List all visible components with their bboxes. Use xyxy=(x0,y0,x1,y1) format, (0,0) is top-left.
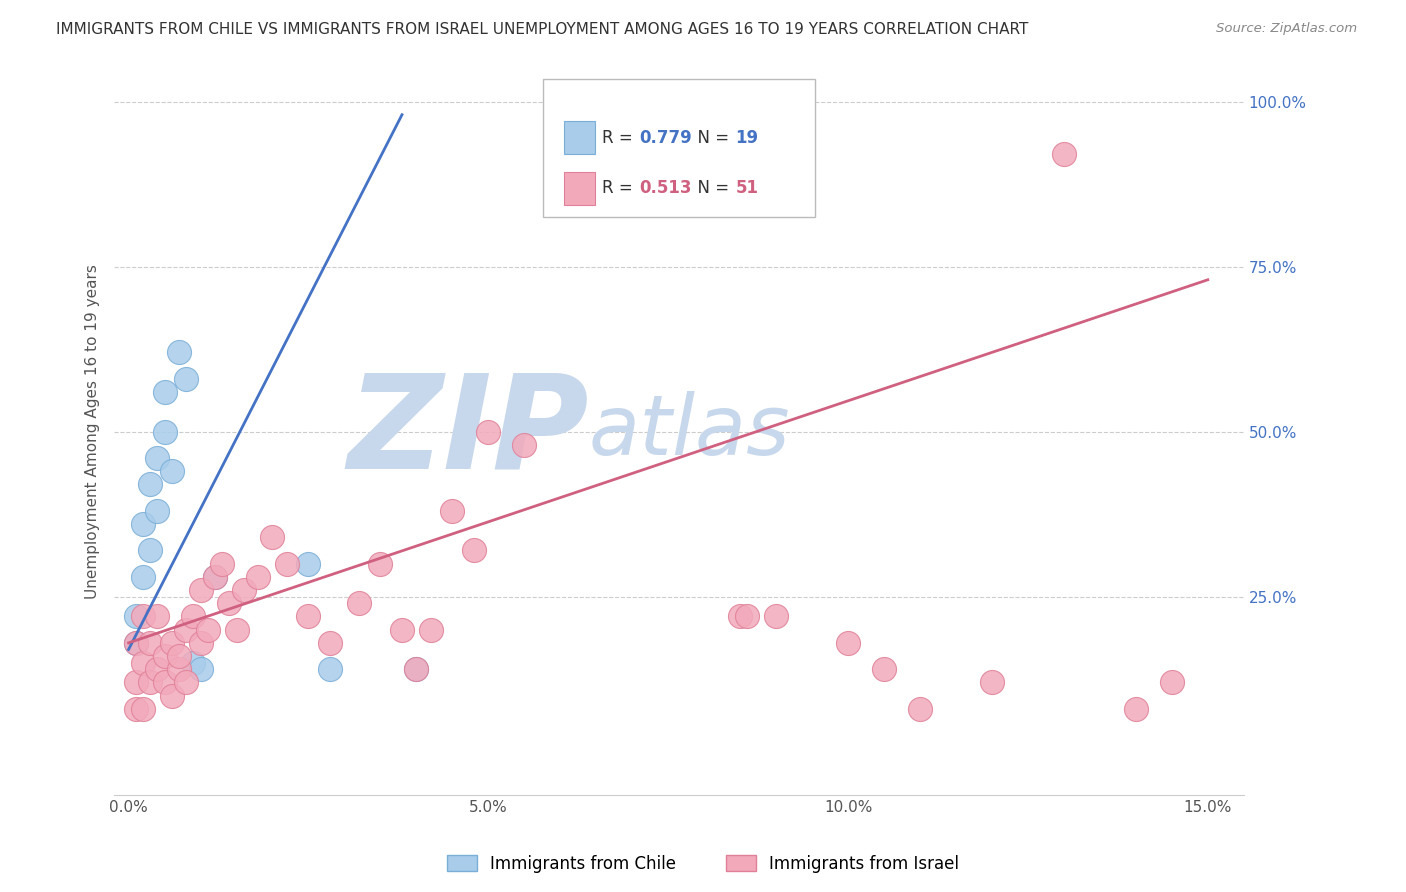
Point xyxy=(232,582,254,597)
Point xyxy=(174,623,197,637)
Point xyxy=(132,609,155,624)
Point xyxy=(1160,675,1182,690)
Point xyxy=(125,675,148,690)
Point xyxy=(125,609,148,624)
Point xyxy=(139,675,162,690)
Point xyxy=(132,702,155,716)
Point xyxy=(132,570,155,584)
Point xyxy=(441,504,464,518)
Bar xyxy=(564,121,595,153)
Point xyxy=(125,702,148,716)
Point xyxy=(347,596,370,610)
FancyBboxPatch shape xyxy=(544,79,814,218)
Point xyxy=(419,623,441,637)
Point xyxy=(204,570,226,584)
Point xyxy=(405,662,427,676)
Point xyxy=(908,702,931,716)
Point xyxy=(737,609,759,624)
Point xyxy=(370,557,392,571)
Point xyxy=(160,689,183,703)
Text: ZIP: ZIP xyxy=(347,368,589,495)
Point xyxy=(276,557,298,571)
Point xyxy=(160,464,183,478)
Point xyxy=(139,543,162,558)
Point xyxy=(146,609,169,624)
Point xyxy=(153,675,176,690)
Point xyxy=(174,675,197,690)
Point xyxy=(297,557,319,571)
Text: 0.779: 0.779 xyxy=(640,128,692,146)
Point xyxy=(247,570,270,584)
Point xyxy=(513,438,536,452)
Text: atlas: atlas xyxy=(589,391,790,472)
Point xyxy=(139,477,162,491)
Point xyxy=(160,636,183,650)
Point xyxy=(262,530,284,544)
Point xyxy=(125,636,148,650)
Point xyxy=(153,384,176,399)
Point xyxy=(837,636,859,650)
Point xyxy=(297,609,319,624)
Y-axis label: Unemployment Among Ages 16 to 19 years: Unemployment Among Ages 16 to 19 years xyxy=(86,264,100,599)
Point xyxy=(405,662,427,676)
Point xyxy=(146,662,169,676)
Text: 51: 51 xyxy=(735,179,758,197)
Point xyxy=(728,609,751,624)
Point xyxy=(167,662,190,676)
Legend: Immigrants from Chile, Immigrants from Israel: Immigrants from Chile, Immigrants from I… xyxy=(440,848,966,880)
Point xyxy=(319,636,342,650)
Point xyxy=(218,596,240,610)
Point xyxy=(463,543,485,558)
Point xyxy=(1053,147,1076,161)
Point xyxy=(153,648,176,663)
Text: R =: R = xyxy=(602,128,638,146)
Point xyxy=(125,636,148,650)
Point xyxy=(765,609,787,624)
Point xyxy=(391,623,413,637)
Point xyxy=(132,516,155,531)
Point xyxy=(153,425,176,439)
Text: Source: ZipAtlas.com: Source: ZipAtlas.com xyxy=(1216,22,1357,36)
Point xyxy=(167,648,190,663)
Point xyxy=(190,582,212,597)
Point xyxy=(319,662,342,676)
Point xyxy=(139,636,162,650)
Point xyxy=(190,636,212,650)
Point xyxy=(197,623,219,637)
Point xyxy=(873,662,896,676)
Text: N =: N = xyxy=(688,128,734,146)
Point xyxy=(167,345,190,359)
Point xyxy=(183,656,205,670)
Point xyxy=(190,662,212,676)
Point xyxy=(146,450,169,465)
Point xyxy=(146,504,169,518)
Point xyxy=(174,372,197,386)
Text: R =: R = xyxy=(602,179,638,197)
Text: 0.513: 0.513 xyxy=(640,179,692,197)
Point xyxy=(211,557,233,571)
Bar xyxy=(564,172,595,204)
Text: N =: N = xyxy=(688,179,734,197)
Point xyxy=(132,656,155,670)
Point xyxy=(477,425,499,439)
Point xyxy=(183,609,205,624)
Text: 19: 19 xyxy=(735,128,759,146)
Point xyxy=(204,570,226,584)
Point xyxy=(981,675,1004,690)
Point xyxy=(1125,702,1147,716)
Point xyxy=(225,623,247,637)
Text: IMMIGRANTS FROM CHILE VS IMMIGRANTS FROM ISRAEL UNEMPLOYMENT AMONG AGES 16 TO 19: IMMIGRANTS FROM CHILE VS IMMIGRANTS FROM… xyxy=(56,22,1029,37)
